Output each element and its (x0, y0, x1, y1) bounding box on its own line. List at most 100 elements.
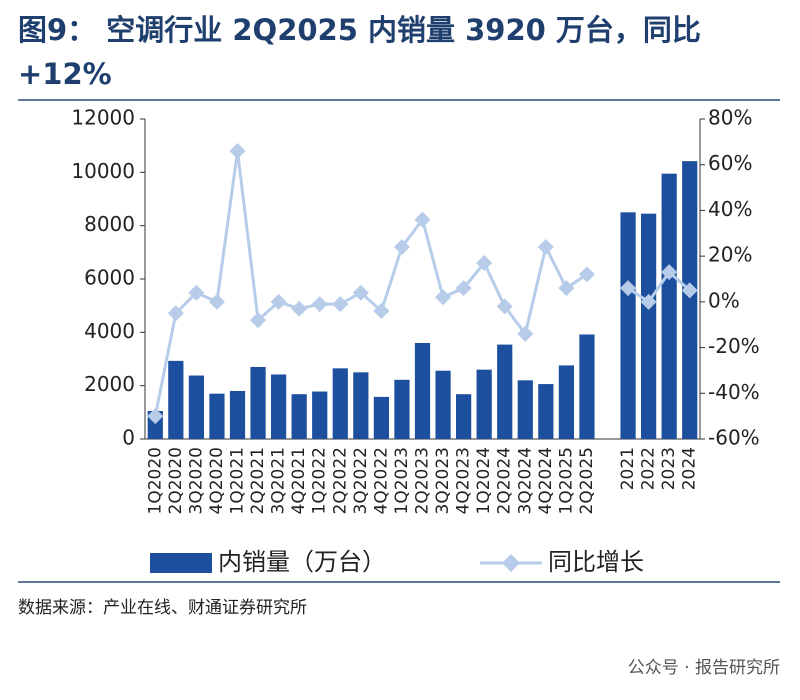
bar (414, 343, 431, 439)
y2-tick-label: 60% (708, 151, 752, 175)
y-tick-label: 12000 (71, 106, 135, 130)
line-marker (476, 255, 493, 271)
x-tick-label: 1Q2022 (310, 447, 330, 514)
bar (394, 379, 410, 439)
y2-tick-label: -40% (708, 380, 760, 404)
y-tick-label: 4000 (84, 319, 135, 343)
x-tick-label: 4Q2021 (289, 447, 309, 514)
x-tick-label: 2Q2023 (413, 447, 433, 514)
line-marker (537, 239, 554, 255)
bar (332, 368, 348, 439)
line-marker (167, 305, 184, 322)
x-tick-label: 2Q2022 (330, 447, 350, 514)
x-tick-label: 2022 (639, 447, 659, 490)
legend-label: 内销量（万台） (218, 548, 386, 576)
x-tick-label: 3Q2023 (433, 447, 453, 514)
x-tick-label: 1Q2025 (556, 447, 576, 514)
legend-label: 同比增长 (548, 548, 644, 576)
y-tick-label: 2000 (84, 372, 135, 396)
x-tick-label: 1Q2023 (392, 447, 412, 514)
line-marker (352, 284, 369, 301)
bar (435, 370, 451, 439)
bar (558, 365, 574, 439)
x-tick-label: 1Q2020 (145, 447, 165, 514)
x-tick-label: 4Q2020 (207, 447, 227, 514)
chart-title: 图9： 空调行业 2Q2025 内销量 3920 万台，同比+12% (18, 13, 701, 91)
x-tick-label: 2023 (659, 447, 679, 490)
bar (312, 391, 328, 439)
line-marker (414, 211, 431, 228)
legend-swatch (150, 553, 212, 573)
y2-tick-label: 80% (708, 106, 752, 130)
bar (456, 394, 472, 439)
y-tick-label: 10000 (71, 159, 135, 183)
line-marker (373, 303, 390, 319)
line-marker (620, 280, 637, 297)
bar (291, 394, 307, 439)
line-marker (393, 239, 410, 255)
y2-tick-label: 20% (708, 243, 752, 267)
y2-tick-label: 0% (708, 288, 740, 312)
bar (353, 372, 369, 439)
bar (250, 367, 266, 439)
line-marker (250, 312, 267, 329)
line-marker (208, 293, 225, 310)
x-tick-label: 4Q2024 (536, 447, 556, 514)
bar (641, 213, 657, 439)
line-marker (311, 296, 328, 313)
x-tick-label: 3Q2021 (269, 447, 289, 514)
bar (476, 369, 492, 439)
bar (579, 334, 595, 439)
x-tick-label: 2024 (680, 447, 700, 490)
x-tick-label: 3Q2020 (186, 447, 206, 514)
line-marker (640, 293, 657, 310)
y-tick-label: 6000 (84, 266, 135, 290)
x-tick-label: 1Q2021 (228, 447, 248, 514)
bar (620, 212, 636, 439)
watermark: 公众号 · 报告研究所 (628, 658, 780, 678)
x-tick-label: 2Q2025 (577, 447, 597, 514)
x-tick-label: 2021 (618, 447, 638, 490)
x-tick-label: 3Q2024 (515, 447, 535, 514)
bar (209, 393, 225, 439)
x-tick-label: 2Q2021 (248, 447, 268, 514)
line-marker (455, 280, 472, 297)
line-marker (270, 293, 287, 310)
line-marker (188, 284, 205, 301)
bar (373, 396, 389, 439)
line-marker (558, 280, 575, 297)
line-marker (496, 298, 513, 315)
line-marker (291, 300, 308, 317)
x-tick-label: 1Q2024 (474, 447, 494, 514)
y2-tick-label: 40% (708, 197, 752, 221)
bar (271, 374, 287, 439)
bar (168, 360, 184, 439)
bar (188, 375, 204, 439)
x-tick-label: 3Q2022 (351, 447, 371, 514)
line-marker (435, 289, 452, 306)
bar (497, 344, 513, 439)
bar (661, 173, 677, 439)
bar (682, 161, 698, 439)
line-marker (517, 325, 534, 342)
line-marker (147, 408, 164, 425)
line-marker (332, 296, 349, 313)
legend-swatch (502, 554, 520, 572)
line-marker (578, 266, 595, 283)
y2-tick-label: -60% (708, 426, 760, 450)
x-tick-label: 2Q2020 (166, 447, 186, 514)
x-tick-label: 4Q2022 (371, 447, 391, 514)
x-tick-label: 4Q2023 (454, 447, 474, 514)
y2-tick-label: -20% (708, 334, 760, 358)
line-marker (229, 143, 246, 159)
source: 数据来源：产业在线、财通证券研究所 (18, 598, 307, 618)
bar (229, 391, 246, 439)
line (153, 150, 691, 417)
line-marker (661, 264, 678, 281)
y-tick-label: 8000 (84, 212, 135, 236)
x-tick-label: 2Q2024 (495, 447, 515, 514)
y-tick-label: 0 (122, 426, 135, 450)
bar (538, 384, 554, 439)
